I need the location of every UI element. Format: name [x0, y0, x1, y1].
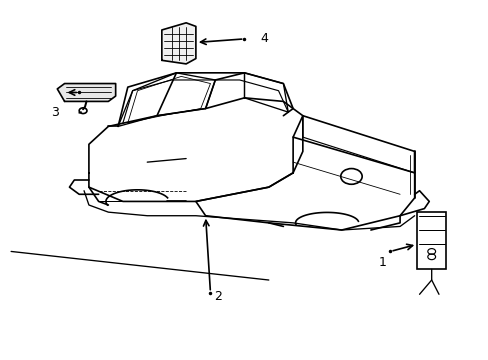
Polygon shape — [162, 23, 196, 64]
Text: 4: 4 — [260, 32, 267, 45]
Text: 2: 2 — [213, 289, 221, 303]
Polygon shape — [57, 84, 116, 102]
Text: 3: 3 — [51, 105, 59, 119]
Bar — [416, 212, 446, 269]
Text: 1: 1 — [378, 256, 386, 269]
